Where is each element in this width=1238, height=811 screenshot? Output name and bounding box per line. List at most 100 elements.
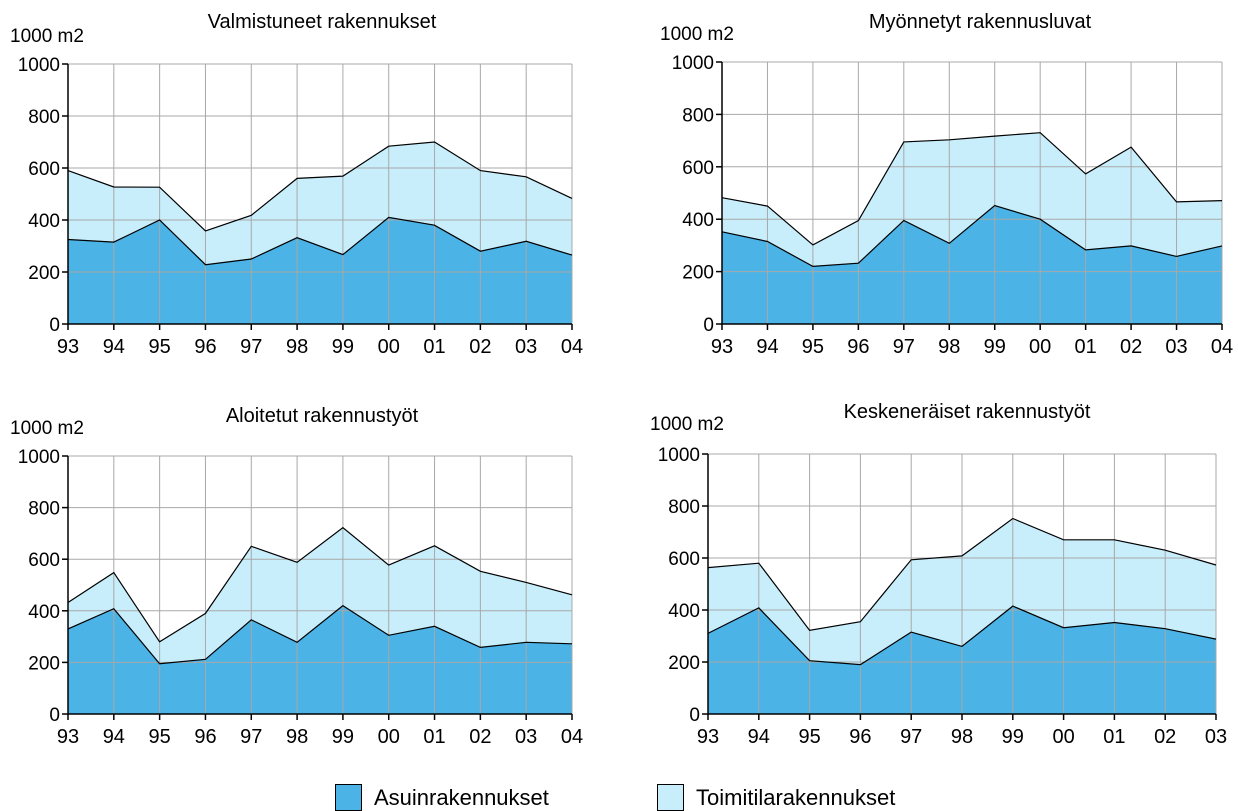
- series-area-commercial: [68, 142, 572, 265]
- chart-title: Aloitetut rakennustyöt: [226, 405, 419, 427]
- x-tick-label: 04: [561, 726, 583, 748]
- series-line-total: [67, 526, 573, 643]
- x-tick-label: 97: [240, 336, 262, 358]
- x-tick-label: 02: [469, 336, 491, 358]
- y-tick-label: 0: [689, 705, 700, 726]
- x-tick-label: 95: [149, 726, 171, 748]
- chart-title: Myönnetyt rakennusluvat: [869, 11, 1092, 33]
- x-tick-label: 04: [1211, 336, 1233, 358]
- x-tick-label: 96: [194, 726, 216, 748]
- x-tick-label: 99: [332, 336, 354, 358]
- y-tick-label: 400: [28, 602, 60, 623]
- y-tick-label: 0: [703, 315, 714, 336]
- y-tick-label: 1000: [18, 55, 60, 76]
- x-tick-label: 97: [240, 726, 262, 748]
- y-tick-label: 400: [682, 210, 714, 231]
- x-tick-label: 97: [893, 336, 915, 358]
- x-tick-label: 01: [1103, 726, 1125, 748]
- y-tick-label: 1000: [672, 53, 714, 74]
- y-tick-label: 600: [28, 550, 60, 571]
- legend-item-commercial: Toimitilarakennukset: [657, 784, 895, 811]
- x-tick-label: 02: [469, 726, 491, 748]
- x-tick-label: 99: [1002, 726, 1024, 748]
- y-tick-label: 200: [28, 653, 60, 674]
- x-tick-label: 00: [1052, 726, 1074, 748]
- y-tick-label: 0: [49, 315, 60, 336]
- legend-label-residential: Asuinrakennukset: [374, 784, 549, 810]
- series-line-residential: [721, 204, 1223, 268]
- x-tick-label: 99: [332, 726, 354, 748]
- y-tick-label: 800: [28, 107, 60, 128]
- legend-item-residential: Asuinrakennukset: [335, 784, 549, 811]
- y-tick-label: 400: [28, 211, 60, 232]
- series-area-residential: [68, 217, 572, 324]
- series-line-residential: [67, 604, 573, 665]
- x-tick-label: 02: [1154, 726, 1176, 748]
- y-axis-unit-label: 1000 m2: [650, 414, 724, 435]
- x-tick-label: 00: [378, 726, 400, 748]
- x-tick-label: 98: [951, 726, 973, 748]
- chart-3: 0 200 400 600 800 1000 93 94 95 96 97 98 99 00 01 02 03 0…: [10, 405, 583, 748]
- series-line-total: [721, 132, 1223, 246]
- series-area-residential: [68, 605, 572, 714]
- legend-swatch-residential: [335, 784, 362, 811]
- x-tick-label: 00: [378, 336, 400, 358]
- x-tick-label: 98: [286, 726, 308, 748]
- chart-title: Valmistuneet rakennukset: [208, 11, 437, 33]
- x-tick-label: 98: [938, 336, 960, 358]
- chart-2: 0 200 400 600 800 1000 93 94 95 96 97 98 99 00 01 02 03 0…: [660, 11, 1233, 358]
- x-tick-label: 01: [1075, 336, 1097, 358]
- x-tick-label: 93: [711, 336, 733, 358]
- series-line-total: [707, 517, 1217, 631]
- x-tick-label: 99: [984, 336, 1006, 358]
- x-tick-label: 03: [1165, 336, 1187, 358]
- y-tick-label: 800: [682, 105, 714, 126]
- x-tick-label: 94: [103, 726, 125, 748]
- x-tick-label: 96: [847, 336, 869, 358]
- x-tick-label: 95: [802, 336, 824, 358]
- x-tick-label: 94: [103, 336, 125, 358]
- x-tick-label: 93: [697, 726, 719, 748]
- y-tick-label: 600: [668, 549, 700, 570]
- x-tick-label: 03: [515, 726, 537, 748]
- y-axis-unit-label: 1000 m2: [10, 26, 84, 47]
- series-area-residential: [722, 205, 1222, 324]
- x-tick-label: 94: [748, 726, 770, 748]
- x-tick-label: 98: [286, 336, 308, 358]
- x-tick-label: 01: [423, 336, 445, 358]
- series-area-commercial: [722, 132, 1222, 267]
- y-tick-label: 600: [28, 159, 60, 180]
- x-tick-label: 96: [849, 726, 871, 748]
- y-axis-unit-label: 1000 m2: [660, 24, 734, 45]
- y-axis-unit-label: 1000 m2: [10, 418, 84, 439]
- x-tick-label: 95: [149, 336, 171, 358]
- x-tick-label: 96: [194, 336, 216, 358]
- series-line-residential: [67, 216, 573, 266]
- chart-4: 0 200 400 600 800 1000 93 94 95 96 97 98 99 00 01 02 03 K…: [650, 401, 1227, 748]
- x-tick-label: 04: [561, 336, 583, 358]
- chart-1: 0 200 400 600 800 1000 93 94 95 96 97 98 99 00 01 02 03 0…: [10, 11, 583, 358]
- y-tick-label: 0: [49, 705, 60, 726]
- x-tick-label: 95: [798, 726, 820, 748]
- x-tick-label: 00: [1029, 336, 1051, 358]
- x-tick-label: 03: [515, 336, 537, 358]
- y-tick-label: 400: [668, 601, 700, 622]
- y-tick-label: 1000: [18, 447, 60, 468]
- legend-swatch-commercial: [657, 784, 684, 811]
- x-tick-label: 93: [57, 336, 79, 358]
- y-tick-label: 800: [668, 497, 700, 518]
- series-line-total: [67, 141, 573, 232]
- y-tick-label: 200: [28, 263, 60, 284]
- y-tick-label: 200: [668, 653, 700, 674]
- x-tick-label: 01: [423, 726, 445, 748]
- series-area-commercial: [68, 527, 572, 664]
- y-tick-label: 1000: [658, 445, 700, 466]
- y-tick-label: 200: [682, 263, 714, 284]
- x-tick-label: 03: [1205, 726, 1227, 748]
- x-tick-label: 94: [756, 336, 778, 358]
- legend-label-commercial: Toimitilarakennukset: [696, 784, 896, 810]
- x-tick-label: 97: [900, 726, 922, 748]
- chart-title: Keskeneräiset rakennustyöt: [844, 401, 1091, 423]
- x-tick-label: 02: [1120, 336, 1142, 358]
